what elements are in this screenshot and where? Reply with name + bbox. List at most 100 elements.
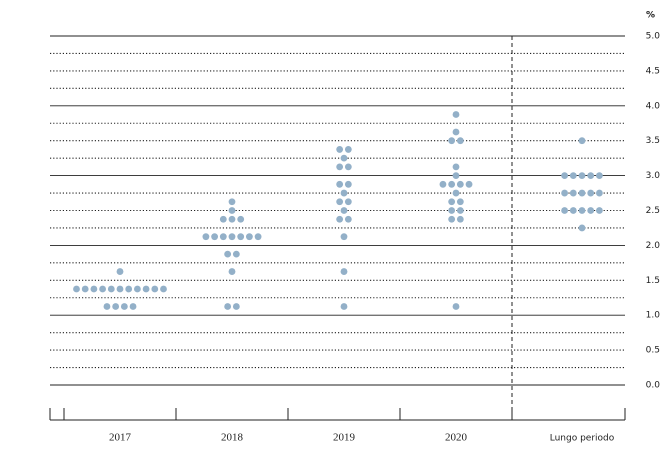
y-tick-label: 0.0 — [646, 381, 661, 391]
dot — [228, 233, 236, 241]
x-tick-label: 2019 — [333, 432, 356, 444]
dot — [452, 128, 460, 136]
dot — [587, 207, 595, 214]
dot — [596, 207, 603, 214]
dot — [448, 198, 456, 206]
dot — [160, 285, 167, 293]
dot — [224, 250, 232, 258]
y-tick-label: 4.5 — [646, 66, 660, 76]
dot — [344, 163, 352, 171]
dot — [439, 180, 447, 188]
dot — [456, 180, 464, 188]
y-tick-label: 2.5 — [646, 206, 660, 216]
x-tick-label: 2017 — [109, 432, 132, 444]
dot — [228, 215, 236, 223]
dot — [116, 285, 124, 293]
y-tick-label: 1.0 — [646, 311, 661, 321]
dot — [465, 180, 473, 188]
y-tick-label: 3.0 — [646, 171, 661, 181]
dot — [596, 172, 603, 180]
dot — [456, 198, 464, 206]
dot — [569, 207, 577, 214]
dot — [452, 189, 460, 197]
dot — [336, 215, 344, 223]
dot — [99, 285, 106, 293]
dot — [151, 285, 159, 293]
dot — [211, 233, 219, 241]
dot — [112, 303, 120, 310]
dot — [344, 180, 352, 188]
dot — [569, 172, 577, 180]
dot — [456, 207, 464, 214]
y-tick-label: 2.0 — [646, 241, 661, 251]
dot — [561, 189, 568, 197]
dot — [228, 268, 236, 275]
dot — [336, 180, 344, 188]
dot — [107, 285, 115, 293]
y-tick-label: 0.5 — [646, 346, 660, 356]
dot — [448, 215, 456, 223]
y-tick-label: 1.5 — [646, 276, 660, 286]
dot — [578, 224, 586, 232]
dot — [336, 163, 344, 171]
y-tick-label: 5.0 — [646, 32, 661, 42]
dot — [596, 189, 603, 197]
dot — [237, 233, 245, 241]
dot — [336, 198, 344, 206]
dot — [456, 215, 464, 223]
y-tick-label: 4.0 — [646, 101, 661, 111]
dot — [103, 303, 111, 310]
dot — [129, 303, 137, 310]
dot — [73, 285, 80, 293]
dot — [228, 207, 236, 214]
unit-label: % — [646, 11, 655, 21]
dot — [90, 285, 98, 293]
dot — [116, 268, 124, 275]
dot — [340, 207, 348, 214]
dot — [448, 137, 456, 145]
dot — [456, 137, 464, 145]
y-tick-label: 3.5 — [646, 136, 660, 146]
dot — [448, 207, 456, 214]
dot — [125, 285, 133, 293]
dot — [81, 285, 89, 293]
x-tick-label: 2020 — [445, 432, 468, 444]
dot — [578, 137, 586, 145]
dot — [202, 233, 210, 241]
dot — [587, 172, 595, 180]
dot — [219, 215, 227, 223]
dot — [587, 189, 595, 197]
dot — [569, 189, 577, 197]
dot — [134, 285, 141, 293]
dot — [224, 303, 232, 310]
dot — [578, 189, 586, 197]
dot — [232, 250, 240, 258]
dot — [336, 146, 344, 153]
x-tick-label: 2018 — [221, 432, 244, 444]
dot — [578, 172, 586, 180]
dot — [452, 111, 460, 118]
dot — [344, 146, 352, 153]
dot — [228, 198, 236, 206]
dot — [219, 233, 227, 241]
dot — [340, 233, 348, 241]
x-tick-label: Lungo periodo — [550, 434, 615, 444]
dot — [340, 189, 348, 197]
dot — [561, 207, 568, 214]
dot — [448, 180, 456, 188]
dot — [578, 207, 586, 214]
dot — [340, 154, 348, 162]
dot — [452, 303, 460, 310]
dot — [232, 303, 240, 310]
dot — [561, 172, 568, 180]
dot — [237, 215, 245, 223]
dot — [142, 285, 150, 293]
dot — [120, 303, 128, 310]
dot — [452, 163, 460, 171]
dot — [340, 268, 348, 275]
dot — [246, 233, 253, 241]
dot — [254, 233, 262, 241]
dot — [452, 172, 460, 180]
